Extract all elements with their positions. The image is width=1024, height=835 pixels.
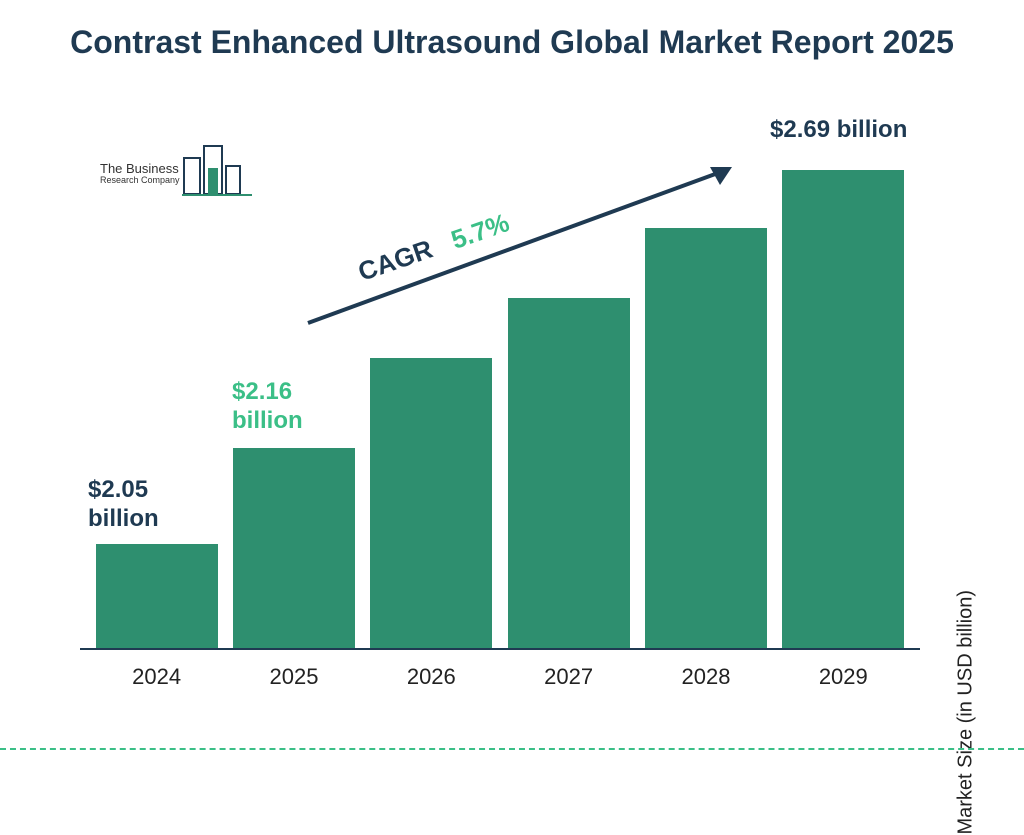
bar	[782, 170, 904, 648]
value-label-line2: billion	[232, 407, 303, 436]
bar-2027	[504, 298, 634, 648]
bottom-dashed-line	[0, 748, 1024, 750]
xlabel: 2024	[92, 656, 222, 690]
chart-title: Contrast Enhanced Ultrasound Global Mark…	[0, 0, 1024, 62]
value-label-2025: $2.16 billion	[232, 378, 303, 436]
y-axis-label: Market Size (in USD billion)	[955, 590, 978, 835]
bar-2024	[92, 544, 222, 648]
chart-area: 2024 2025 2026 2027 2028 2029 Market Siz…	[80, 130, 950, 690]
bar-2026	[366, 358, 496, 648]
bar-2028	[641, 228, 771, 648]
value-label-2024: $2.05 billion	[88, 476, 159, 534]
bar	[645, 228, 767, 648]
xlabel: 2025	[229, 656, 359, 690]
value-label-line1: $2.16	[232, 378, 303, 407]
xlabel: 2028	[641, 656, 771, 690]
value-label-2029: $2.69 billion	[770, 116, 907, 145]
value-label-line2: billion	[88, 505, 159, 534]
value-label-line1: $2.05	[88, 476, 159, 505]
bar	[370, 358, 492, 648]
bar	[96, 544, 218, 648]
bar-2025	[229, 448, 359, 648]
xlabel: 2029	[778, 656, 908, 690]
bar-2029	[778, 170, 908, 648]
xlabel: 2027	[504, 656, 634, 690]
bar	[233, 448, 355, 648]
value-label-line1: $2.69 billion	[770, 116, 907, 145]
bar	[508, 298, 630, 648]
x-axis-labels: 2024 2025 2026 2027 2028 2029	[80, 656, 920, 690]
xlabel: 2026	[366, 656, 496, 690]
